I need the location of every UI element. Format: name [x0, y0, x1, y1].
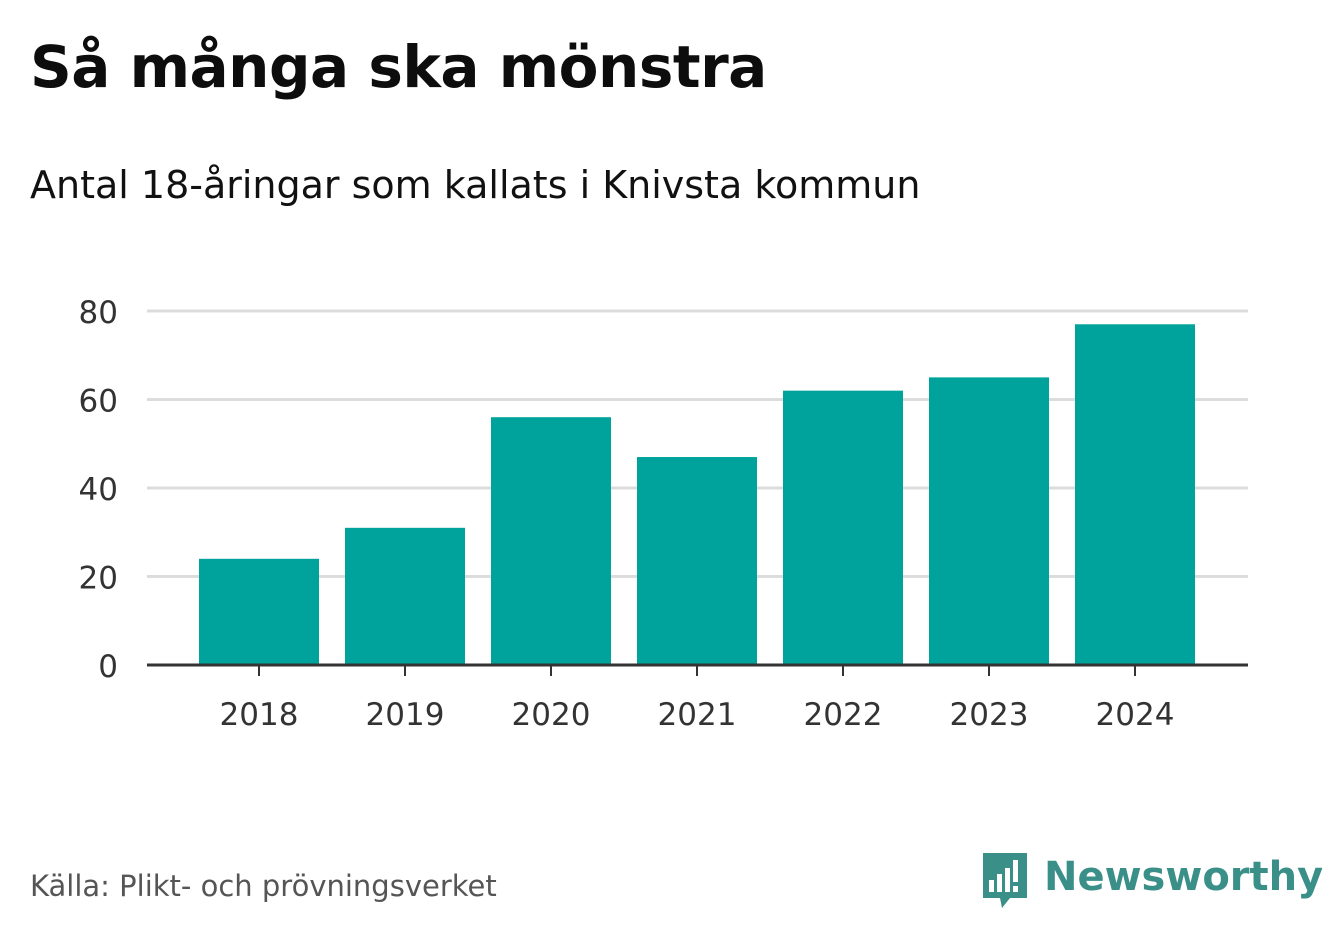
chart-subtitle: Antal 18-åringar som kallats i Knivsta k…: [30, 163, 921, 207]
x-tick-label: 2020: [512, 697, 591, 733]
newsworthy-logo-icon: [983, 853, 1027, 908]
bar-2020: [491, 417, 611, 665]
bar-chart: 0 20 40 60 80 2018 2019 2020 2021 2022 2023 2024: [79, 295, 1248, 733]
y-tick-label: 0: [98, 649, 118, 685]
bar-2018: [199, 558, 319, 665]
y-tick-label: 20: [79, 561, 118, 597]
y-axis-ticks: 0 20 40 60 80: [79, 295, 118, 685]
bar-2022: [783, 390, 903, 665]
x-axis-ticks: 2018 2019 2020 2021 2022 2023 2024: [220, 665, 1175, 733]
bar-2021: [637, 457, 757, 665]
bars: [199, 324, 1195, 665]
y-tick-label: 40: [79, 472, 118, 508]
chart-title: Så många ska mönstra: [30, 33, 767, 101]
x-tick-label: 2021: [658, 697, 737, 733]
x-tick-label: 2019: [366, 697, 445, 733]
bar-2019: [345, 527, 465, 665]
x-tick-label: 2023: [950, 697, 1029, 733]
bar-2023: [929, 377, 1049, 665]
y-tick-label: 80: [79, 295, 118, 331]
x-tick-label: 2022: [804, 697, 883, 733]
brand: Newsworthy: [980, 850, 1322, 910]
brand-name: Newsworthy: [1044, 854, 1322, 900]
source-note: Källa: Plikt- och prövningsverket: [30, 869, 497, 903]
y-tick-label: 60: [79, 384, 118, 420]
x-tick-label: 2018: [220, 697, 299, 733]
bar-2024: [1075, 324, 1195, 665]
x-tick-label: 2024: [1096, 697, 1175, 733]
